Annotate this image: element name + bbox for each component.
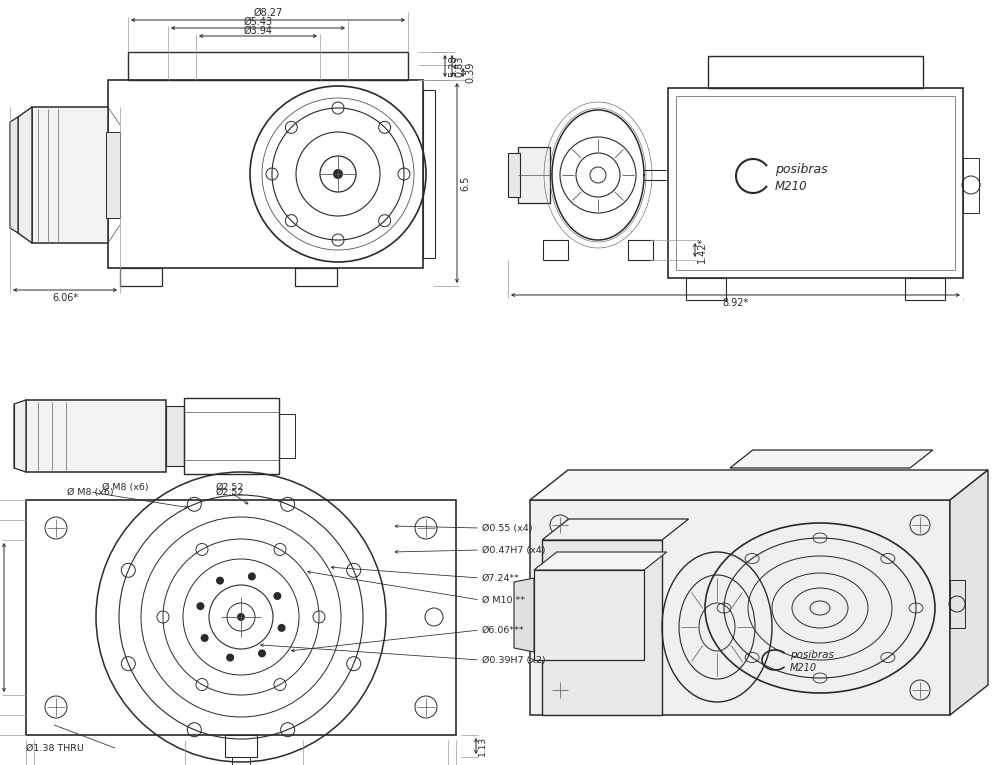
Bar	[668, 88, 963, 278]
Polygon shape	[542, 519, 689, 540]
Bar	[106, 132, 120, 218]
Text: Ø3.94: Ø3.94	[244, 26, 272, 36]
Bar	[26, 400, 166, 472]
Circle shape	[248, 572, 256, 581]
Circle shape	[201, 634, 209, 642]
Bar	[32, 107, 108, 243]
Bar	[963, 158, 979, 213]
Text: 6.85: 6.85	[0, 607, 1, 628]
Bar	[232, 757, 250, 765]
Bar	[120, 268, 162, 286]
Text: posibras: posibras	[775, 162, 828, 175]
Text: Ø5.43: Ø5.43	[243, 17, 273, 27]
Text: Ø M10 **: Ø M10 **	[482, 595, 525, 604]
Polygon shape	[530, 470, 988, 500]
Text: 6.5: 6.5	[460, 175, 470, 190]
Text: 0.83: 0.83	[454, 55, 464, 76]
Circle shape	[216, 577, 224, 584]
Text: 8.92*: 8.92*	[722, 298, 749, 308]
Bar	[543, 240, 568, 260]
Bar	[295, 268, 337, 286]
Bar	[708, 56, 923, 88]
Polygon shape	[534, 570, 644, 660]
Text: Ø2.52: Ø2.52	[216, 483, 244, 492]
Bar	[225, 735, 257, 757]
Bar	[628, 240, 653, 260]
Circle shape	[273, 592, 281, 600]
Text: 6.06*: 6.06*	[52, 293, 78, 303]
Bar	[26, 500, 456, 735]
Text: 5.28: 5.28	[448, 55, 458, 76]
Polygon shape	[514, 578, 534, 652]
Polygon shape	[18, 107, 32, 243]
Bar	[184, 398, 279, 474]
Text: Ø8.27: Ø8.27	[253, 8, 283, 18]
Bar	[128, 52, 408, 80]
Bar	[508, 153, 520, 197]
Text: 1.42*: 1.42*	[697, 237, 707, 263]
Polygon shape	[10, 117, 18, 233]
Bar	[905, 278, 945, 300]
Circle shape	[258, 649, 266, 657]
Bar	[423, 90, 435, 258]
Text: Ø0.47H7 (x4): Ø0.47H7 (x4)	[482, 545, 546, 555]
Bar	[279, 414, 295, 458]
Text: M210: M210	[790, 663, 817, 673]
Text: 1.13: 1.13	[478, 736, 486, 756]
Circle shape	[226, 653, 234, 662]
Circle shape	[237, 613, 245, 621]
Polygon shape	[730, 450, 933, 468]
Polygon shape	[534, 552, 667, 570]
Text: M210: M210	[775, 180, 808, 193]
Text: Ø0.55 (x4): Ø0.55 (x4)	[482, 523, 532, 532]
Bar	[686, 278, 726, 300]
Bar	[950, 580, 965, 628]
Text: Ø1.38 THRU: Ø1.38 THRU	[26, 744, 84, 753]
Bar	[108, 80, 423, 268]
Polygon shape	[950, 470, 988, 715]
Polygon shape	[542, 540, 662, 715]
Polygon shape	[530, 500, 950, 715]
Bar	[518, 147, 550, 203]
Text: Ø0.39H7 (x2): Ø0.39H7 (x2)	[482, 656, 546, 665]
Circle shape	[333, 169, 343, 179]
Text: Ø M8 (x6): Ø M8 (x6)	[67, 487, 113, 496]
Polygon shape	[14, 400, 26, 472]
Circle shape	[278, 624, 286, 632]
Text: Ø2.52: Ø2.52	[216, 487, 244, 496]
Bar	[166, 406, 184, 466]
Text: Ø7.24**: Ø7.24**	[482, 574, 520, 582]
Text: Ø6.06***: Ø6.06***	[482, 626, 525, 634]
Circle shape	[196, 602, 204, 610]
Text: posibras: posibras	[790, 650, 834, 660]
Text: 0.39: 0.39	[465, 62, 475, 83]
Text: Ø M8 (x6): Ø M8 (x6)	[102, 483, 148, 492]
